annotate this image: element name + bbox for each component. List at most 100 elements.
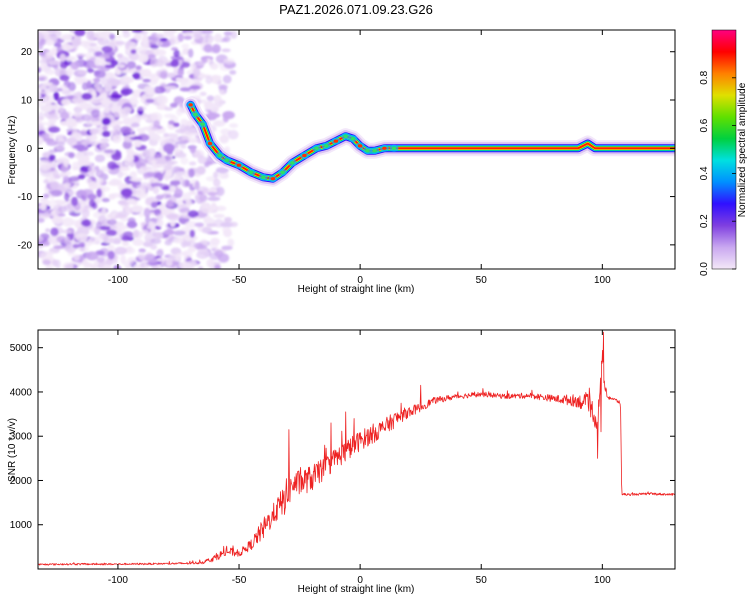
- y-tick-label: 20: [21, 47, 33, 58]
- noise-blob: [48, 154, 56, 161]
- noise-blob: [147, 148, 157, 157]
- colorbar-tick-label: 0.4: [699, 166, 710, 180]
- noise-blob: [94, 45, 104, 52]
- noise-blob: [77, 174, 86, 180]
- noise-blob: [142, 78, 151, 83]
- colorbar-gradient: [712, 30, 736, 269]
- noise-blob: [191, 30, 202, 40]
- noise-blob: [134, 69, 141, 73]
- noise-blob: [169, 136, 182, 142]
- noise-blob: [167, 213, 180, 222]
- noise-blob: [136, 106, 147, 111]
- noise-blob: [116, 53, 124, 59]
- noise-blob: [180, 118, 188, 126]
- noise-blob: [127, 257, 135, 265]
- noise-blob: [51, 47, 59, 56]
- ridge-core: [270, 177, 276, 181]
- noise-blob: [101, 117, 111, 126]
- noise-blob: [222, 226, 231, 233]
- noise-blob: [54, 134, 64, 139]
- noise-blob: [146, 168, 160, 173]
- noise-blob: [189, 85, 201, 90]
- noise-blob: [229, 123, 239, 128]
- noise-blob: [84, 52, 93, 59]
- noise-blob: [205, 76, 213, 85]
- noise-blob: [78, 241, 86, 248]
- noise-blob: [122, 239, 129, 247]
- noise-blob: [62, 262, 74, 269]
- noise-blob: [150, 44, 159, 49]
- noise-blob: [215, 167, 229, 174]
- noise-blob: [222, 74, 232, 84]
- y-tick-label: 2000: [10, 476, 33, 487]
- noise-blob: [65, 56, 75, 62]
- noise-blob: [93, 31, 107, 39]
- noise-blob: [51, 216, 64, 225]
- noise-blob: [70, 120, 78, 128]
- noise-blob: [86, 68, 95, 73]
- noise-blob: [221, 245, 233, 251]
- noise-blob: [101, 130, 111, 138]
- noise-blob: [43, 94, 55, 105]
- noise-blob: [116, 34, 122, 39]
- noise-blob: [209, 62, 219, 70]
- noise-blob: [71, 38, 82, 47]
- noise-blob: [156, 213, 164, 220]
- noise-blob: [197, 156, 208, 164]
- noise-blob: [50, 180, 60, 191]
- noise-blob: [182, 233, 190, 240]
- noise-blob: [42, 259, 51, 266]
- noise-blob: [143, 208, 151, 218]
- noise-blob: [94, 70, 106, 79]
- noise-blob: [198, 265, 204, 269]
- noise-blob: [188, 48, 194, 58]
- noise-blob: [95, 221, 102, 230]
- noise-blob: [132, 229, 140, 238]
- noise-blob: [206, 258, 215, 268]
- noise-blob: [120, 126, 132, 135]
- noise-blob: [155, 41, 163, 46]
- noise-blob: [194, 180, 200, 190]
- noise-blob: [189, 229, 195, 238]
- ridge-core: [261, 175, 266, 179]
- noise-blob: [40, 203, 47, 211]
- noise-blob: [93, 182, 102, 189]
- noise-blob: [196, 166, 206, 175]
- noise-blob: [89, 128, 99, 135]
- noise-blob: [143, 85, 156, 94]
- noise-blob: [75, 53, 87, 58]
- spectrogram-y-label: Frequency (Hz): [7, 116, 18, 185]
- noise-blob: [39, 62, 47, 72]
- noise-blob: [62, 217, 74, 227]
- snr-y-ticks: 1000 2000 3000 4000 5000: [10, 343, 675, 531]
- noise-blob: [87, 48, 96, 54]
- spectrogram-ridge: [182, 96, 675, 187]
- noise-blob: [115, 41, 126, 45]
- noise-blob: [38, 235, 44, 243]
- noise-blob: [48, 119, 57, 124]
- noise-blob: [137, 133, 150, 142]
- noise-blob: [110, 94, 123, 99]
- colorbar: 0.0 0.2 0.4 0.6 0.8 Normalized spectral ampl…: [699, 29, 748, 276]
- noise-blob: [42, 241, 51, 246]
- noise-blob: [96, 86, 103, 93]
- noise-blob: [38, 136, 44, 145]
- noise-blob: [43, 193, 50, 199]
- noise-blob: [105, 229, 118, 236]
- y-tick-label: 4000: [10, 387, 33, 398]
- noise-blob: [60, 120, 70, 126]
- noise-blob: [111, 178, 118, 184]
- noise-blob: [143, 92, 154, 100]
- ridge-core: [207, 141, 213, 146]
- noise-blob: [71, 219, 77, 226]
- noise-blob: [121, 76, 134, 84]
- noise-blob: [203, 44, 213, 53]
- noise-blob: [38, 121, 48, 126]
- noise-blob: [77, 69, 88, 75]
- noise-blob: [151, 153, 165, 162]
- ridge-core: [280, 170, 285, 174]
- x-tick-label: 0: [357, 575, 363, 586]
- noise-blob: [61, 33, 74, 39]
- noise-blob: [66, 202, 74, 213]
- noise-blob: [224, 217, 232, 223]
